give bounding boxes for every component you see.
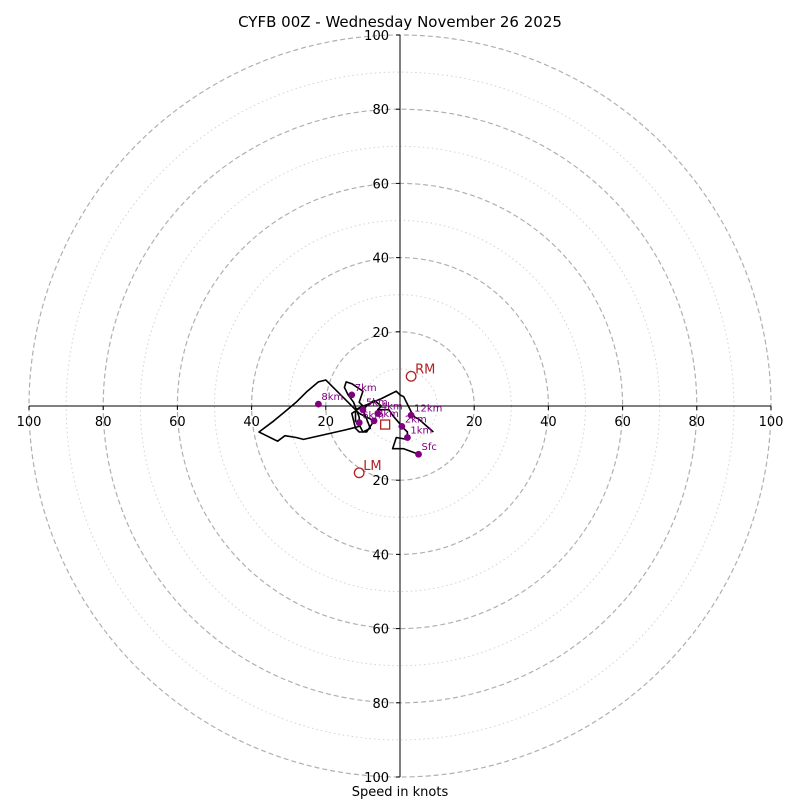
y-tick-label-6: 40 xyxy=(372,548,389,563)
storm-motion-markers: RM LM xyxy=(353,362,435,479)
height-label-5: 7km xyxy=(355,383,377,394)
y-tick-label-5: 20 xyxy=(372,474,389,489)
y-tick-label-1: 80 xyxy=(372,103,389,118)
height-label-2: 2km xyxy=(405,414,427,425)
height-point-3 xyxy=(370,417,378,425)
tick-labels: 100 80 60 40 20 20 40 60 80 100 100 80 60 40 20 20 40 60 8… xyxy=(17,29,784,786)
height-label-4: 5km xyxy=(366,398,388,409)
height-point-8 xyxy=(355,419,363,427)
motion-marker-0 xyxy=(405,370,417,382)
x-tick-label-8: 80 xyxy=(689,415,706,430)
wind-trace-line xyxy=(258,379,434,455)
height-point-9 xyxy=(374,410,382,417)
height-point-7 xyxy=(407,411,415,419)
y-tick-label-2: 60 xyxy=(372,177,389,192)
x-tick-label-5: 20 xyxy=(466,415,483,430)
x-tick-label-4: 20 xyxy=(318,415,335,430)
y-tick-label-8: 80 xyxy=(372,697,389,712)
x-tick-label-2: 60 xyxy=(169,415,186,430)
axes xyxy=(29,35,771,777)
mean-wind-marker xyxy=(380,419,391,430)
height-label-1: 1km xyxy=(410,426,432,437)
y-tick-label-7: 60 xyxy=(372,623,389,638)
height-point-1 xyxy=(404,434,411,441)
height-point-5 xyxy=(348,391,356,399)
height-label-6: 8km xyxy=(321,392,343,403)
y-tick-label-4: 20 xyxy=(372,326,389,341)
height-label-9: 4km xyxy=(381,401,403,412)
motion-label-0: RM xyxy=(415,362,435,377)
x-tick-label-3: 40 xyxy=(243,415,260,430)
height-label-0: Sfc xyxy=(422,442,437,453)
height-label-7: 12km xyxy=(414,403,442,414)
x-tick-label-9: 100 xyxy=(759,415,784,430)
height-point-0 xyxy=(415,450,422,458)
y-tick-label-9: 100 xyxy=(364,771,389,786)
x-axis-label: Speed in knots xyxy=(352,785,449,800)
height-point-6 xyxy=(314,400,322,408)
wind-trace xyxy=(258,379,434,455)
height-point-4 xyxy=(359,406,367,414)
x-tick-label-1: 80 xyxy=(95,415,112,430)
y-tick-label-0: 100 xyxy=(364,29,389,44)
height-label-8: 6km xyxy=(362,411,384,422)
height-label-3: 3km xyxy=(377,409,399,420)
height-point-2 xyxy=(398,423,406,430)
x-tick-label-0: 100 xyxy=(17,415,42,430)
x-tick-label-7: 60 xyxy=(614,415,631,430)
x-tick-label-6: 40 xyxy=(540,415,557,430)
motion-label-1: LM xyxy=(363,459,381,474)
chart-title: CYFB 00Z - Wednesday November 26 2025 xyxy=(238,13,562,31)
y-tick-label-3: 40 xyxy=(372,252,389,267)
motion-marker-1 xyxy=(353,467,365,479)
